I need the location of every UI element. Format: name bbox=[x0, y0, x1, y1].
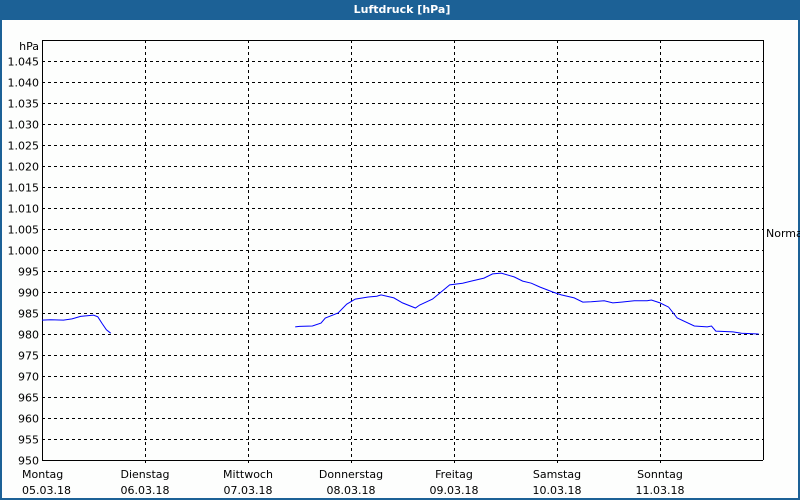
y-tick-label: 1.035 bbox=[8, 98, 40, 111]
y-tick-label: 985 bbox=[18, 308, 39, 321]
x-tick-date: 10.03.18 bbox=[533, 484, 582, 497]
y-tick-label: 1.000 bbox=[8, 245, 40, 258]
y-tick-label: 955 bbox=[18, 434, 39, 447]
pressure-line-segment bbox=[41, 314, 112, 334]
y-tick-label: 1.005 bbox=[8, 224, 40, 237]
y-tick-label: 1.040 bbox=[8, 77, 40, 90]
chart-title: Luftdruck [hPa] bbox=[2, 0, 800, 20]
y-tick-label: 950 bbox=[18, 455, 39, 468]
x-tick-day: Freitag bbox=[435, 468, 473, 481]
x-tick-day: Samstag bbox=[533, 468, 581, 481]
pressure-line-segment bbox=[295, 272, 759, 335]
reference-label: Normal bbox=[766, 227, 800, 240]
x-tick-day: Donnerstag bbox=[319, 468, 383, 481]
y-tick-label: 1.030 bbox=[8, 119, 40, 132]
y-tick-label: 995 bbox=[18, 266, 39, 279]
x-tick-date: 11.03.18 bbox=[636, 484, 685, 497]
x-tick-date: 09.03.18 bbox=[430, 484, 479, 497]
x-tick-date: 08.03.18 bbox=[327, 484, 376, 497]
x-tick-date: 06.03.18 bbox=[121, 484, 170, 497]
y-axis-label: hPa bbox=[19, 40, 39, 53]
x-tick-day: Dienstag bbox=[120, 468, 169, 481]
y-tick-label: 1.045 bbox=[8, 56, 40, 69]
y-tick-label: 975 bbox=[18, 350, 39, 363]
x-tick-day: Sonntag bbox=[637, 468, 683, 481]
x-tick-day: Mittwoch bbox=[223, 468, 273, 481]
y-tick-label: 1.025 bbox=[8, 140, 40, 153]
y-tick-label: 970 bbox=[18, 371, 39, 384]
x-tick-day: Montag bbox=[22, 468, 63, 481]
y-tick-label: 1.010 bbox=[8, 203, 40, 216]
x-tick-date: 05.03.18 bbox=[22, 484, 71, 497]
x-tick-date: 07.03.18 bbox=[224, 484, 273, 497]
y-tick-label: 990 bbox=[18, 287, 39, 300]
y-tick-label: 1.020 bbox=[8, 161, 40, 174]
y-tick-label: 1.015 bbox=[8, 182, 40, 195]
y-tick-label: 965 bbox=[18, 392, 39, 405]
y-tick-label: 980 bbox=[18, 329, 39, 342]
y-tick-label: 960 bbox=[18, 413, 39, 426]
